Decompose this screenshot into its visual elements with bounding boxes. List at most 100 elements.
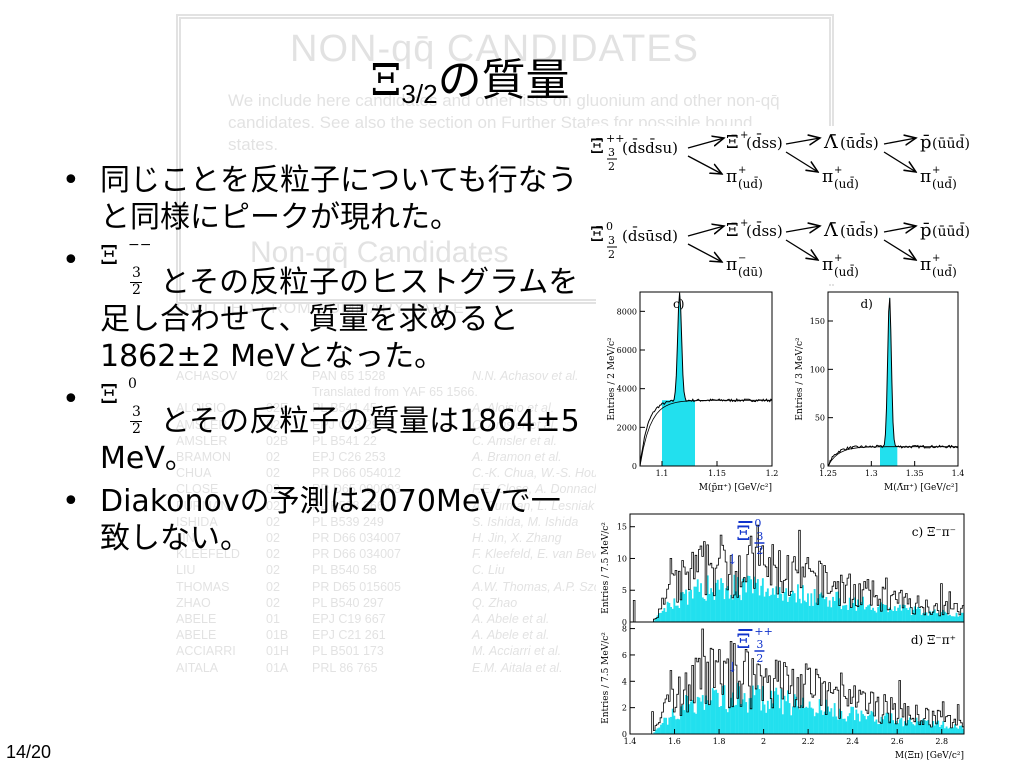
histogram-bin	[787, 601, 789, 622]
histogram-bin	[863, 609, 866, 622]
y-tick-label: 0	[622, 618, 627, 627]
histogram-bin	[905, 723, 908, 734]
histogram-bin	[852, 603, 854, 622]
histogram-bin	[835, 591, 838, 622]
annotation-den: 2	[756, 544, 763, 557]
histogram-bin	[910, 722, 913, 734]
histogram-bin	[812, 605, 814, 622]
histogram-bin	[860, 601, 863, 622]
step1-pion-quarks: (dū)	[738, 265, 763, 279]
histogram-bin	[735, 591, 738, 622]
histogram-bin	[653, 732, 656, 734]
histogram-bin	[947, 615, 950, 622]
histogram-bin	[730, 594, 733, 622]
histogram-bin	[807, 593, 809, 622]
histogram-bin	[867, 605, 869, 622]
histogram-bin	[691, 700, 694, 734]
step2-lambda: Λ̄	[823, 131, 838, 153]
histogram-bin	[853, 597, 856, 622]
parent-sup: ++	[606, 132, 624, 145]
histogram-bin	[825, 597, 828, 622]
y-tick-label: 50	[815, 414, 825, 423]
histogram-bin	[673, 715, 676, 734]
histogram-bin	[850, 607, 853, 622]
histogram-bin	[938, 727, 941, 734]
x-tick-label: 1.2	[766, 469, 779, 478]
background-fit-curve	[827, 446, 958, 467]
histogram-bin	[833, 703, 836, 734]
title-suffix: の質量	[437, 55, 570, 106]
histogram-bin	[807, 707, 809, 734]
histogram-bin	[960, 612, 963, 622]
bullet-text: とその反粒子の質量は1864±5 MeV。	[100, 404, 580, 476]
histogram-bin	[782, 600, 784, 622]
histogram-bin	[925, 612, 928, 622]
histogram-bin	[735, 704, 738, 734]
histogram-bin	[962, 728, 965, 734]
fraction-bar	[130, 282, 142, 283]
histogram-bin	[927, 615, 930, 622]
histogram-bin	[945, 726, 948, 734]
histogram-bin	[788, 597, 791, 622]
histogram-bin	[828, 600, 831, 622]
watermark-reference-row: ACCIARRI 01H PL B501 173 M. Acciarri et al.	[176, 644, 562, 659]
histogram-bin	[820, 592, 823, 622]
histogram-bin	[721, 583, 724, 622]
histogram-bin	[930, 727, 933, 734]
histogram-bin	[838, 708, 841, 734]
histogram-bin	[756, 579, 759, 622]
step3-antiproton: p̄	[920, 132, 932, 153]
annotation-xi: Ξ	[736, 629, 750, 653]
panel-label: d)	[861, 297, 873, 311]
histogram-bin	[827, 606, 829, 622]
signal-region-fill	[662, 292, 695, 466]
histogram-bin	[830, 708, 833, 734]
histogram-bin	[790, 594, 793, 622]
histogram-bin	[813, 589, 816, 622]
y-axis-label: Entries / 3 MeV/c²	[795, 337, 805, 421]
histogram-bin	[746, 712, 749, 734]
histogram-bin	[887, 713, 890, 734]
histogram-bin	[823, 599, 826, 622]
histogram-bin	[868, 714, 871, 734]
watermark-reference-row: ABELE 01 EPJ C19 667 A. Abele et al.	[176, 612, 550, 627]
histogram-bin	[840, 609, 843, 622]
histogram-bin	[768, 596, 771, 622]
histogram-bin	[900, 717, 903, 734]
histogram-bin	[897, 723, 900, 734]
histogram-bin	[857, 713, 859, 734]
histogram-bin	[853, 720, 856, 734]
step3-quarks: (ūūd̄)	[932, 222, 970, 240]
histogram-bin	[950, 616, 953, 622]
histogram-bin	[758, 689, 761, 734]
symbol-base: Ξ	[100, 241, 119, 271]
histogram-bin	[892, 720, 895, 734]
histogram-bin	[925, 720, 928, 734]
symbol-base: Ξ	[100, 380, 119, 410]
bullet-list: 同じことを反粒子についても行なうと同様にピークが現れた。 Ξ −− 3 2 とそ…	[60, 162, 580, 563]
histogram-bin	[944, 728, 946, 734]
parent-num: 3	[608, 234, 615, 247]
histogram-bin	[736, 682, 739, 734]
symbol-num: 3	[132, 265, 141, 281]
histogram-bin	[700, 701, 702, 734]
histogram-bin	[802, 585, 804, 622]
histogram-bin	[890, 713, 893, 734]
histogram-bin	[760, 585, 763, 622]
decay-arrow	[687, 155, 722, 174]
decay-arrow	[883, 138, 916, 144]
histogram-bin	[688, 704, 691, 734]
histogram-bin	[923, 720, 926, 734]
annotation-xi: Ξ	[736, 521, 750, 545]
histogram-bin	[818, 594, 821, 622]
decay-arrow	[883, 239, 916, 260]
histogram-bin	[773, 691, 776, 734]
histogram-bin	[778, 708, 781, 734]
histogram-bin	[883, 715, 886, 734]
histogram-bin	[928, 610, 931, 622]
step1-sup: +	[740, 130, 748, 141]
histogram-bin	[935, 613, 938, 622]
histogram-bin	[850, 706, 853, 734]
histogram-bin	[949, 614, 951, 622]
